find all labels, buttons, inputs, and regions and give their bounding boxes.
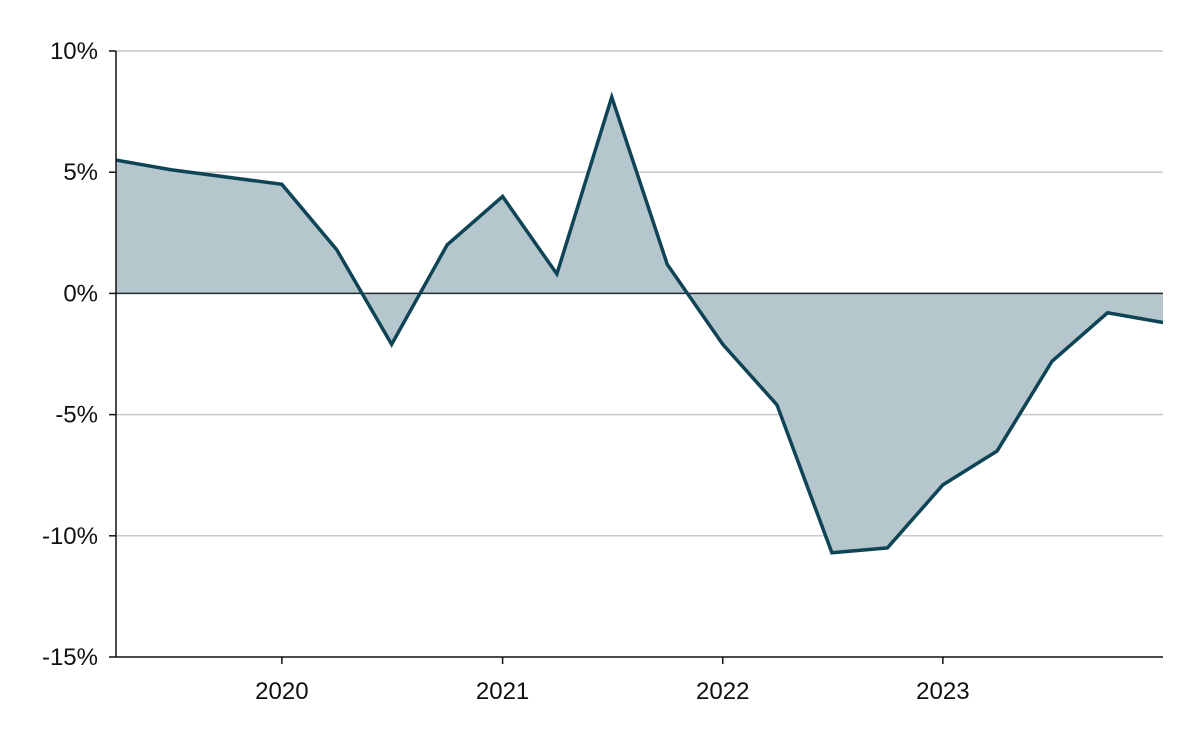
y-tick-label: 0% — [63, 280, 98, 307]
plot-area — [115, 91, 1164, 555]
axes — [109, 50, 1163, 664]
area-fill — [116, 97, 1163, 553]
gridlines — [116, 50, 1163, 537]
x-tick-label: 2022 — [696, 678, 749, 705]
tick-labels: 10% 5% 0% -5% -10% -15% 2020 2021 2022 2023 — [42, 38, 970, 705]
series-line — [115, 91, 1164, 555]
y-tick-label: -15% — [42, 644, 98, 671]
y-tick-label: -5% — [55, 402, 98, 429]
x-tick-label: 2020 — [255, 678, 308, 705]
y-tick-label: -10% — [42, 523, 98, 550]
y-tick-label: 10% — [50, 38, 98, 65]
x-tick-label: 2023 — [916, 678, 969, 705]
x-tick-label: 2021 — [476, 678, 529, 705]
y-tick-label: 5% — [63, 159, 98, 186]
